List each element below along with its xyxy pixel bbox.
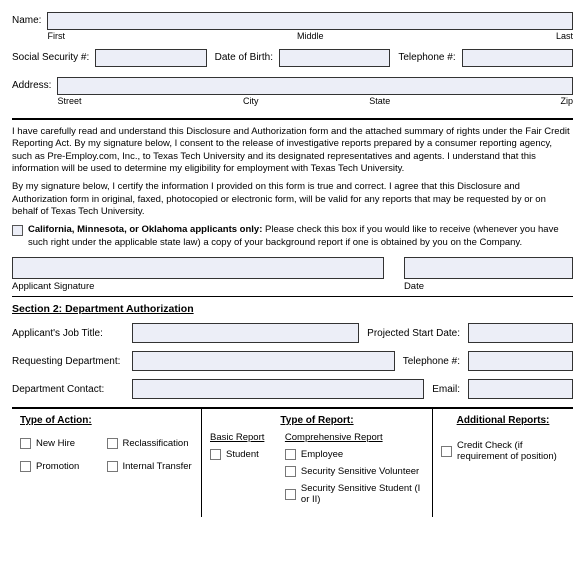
name-label: Name: [12,12,47,26]
name-field[interactable] [47,12,573,30]
job-title-field[interactable] [132,323,359,343]
promo-checkbox[interactable] [20,461,31,472]
dob-label: Date of Birth: [215,49,279,63]
promo-label: Promotion [36,461,79,472]
reclass-checkbox[interactable] [107,438,118,449]
name-sub-middle: Middle [223,31,398,41]
address-sub-street: Street [57,96,186,106]
email-field[interactable] [468,379,573,399]
job-title-label: Applicant's Job Title: [12,328,132,339]
tel-field[interactable] [462,49,573,67]
state-notice-bold: California, Minnesota, or Oklahoma appli… [28,224,262,235]
sss-label: Security Sensitive Student (I or II) [301,483,424,505]
date-label: Date [404,281,573,292]
tel2-field[interactable] [468,351,573,371]
credit-checkbox[interactable] [441,446,452,457]
address-sub-zip: Zip [444,96,573,106]
ssn-label: Social Security #: [12,49,95,63]
student-checkbox[interactable] [210,449,221,460]
state-notice-text: California, Minnesota, or Oklahoma appli… [28,224,573,249]
tel-label: Telephone #: [398,49,461,63]
ssv-checkbox[interactable] [285,466,296,477]
ssn-field[interactable] [95,49,206,67]
address-field[interactable] [57,77,573,95]
address-sub-state: State [315,96,444,106]
credit-label: Credit Check (if requirement of position… [457,440,565,462]
ssv-label: Security Sensitive Volunteer [301,466,419,477]
basic-report-header: Basic Report [210,432,285,443]
employee-checkbox[interactable] [285,449,296,460]
address-label: Address: [12,77,57,91]
dob-field[interactable] [279,49,390,67]
divider [12,296,573,297]
disclosure-para-2: By my signature below, I certify the inf… [12,181,573,218]
comp-report-header: Comprehensive Report [285,432,424,443]
name-sub-last: Last [398,31,573,41]
transfer-label: Internal Transfer [123,461,192,472]
newhire-checkbox[interactable] [20,438,31,449]
proj-start-label: Projected Start Date: [359,328,468,339]
name-sub-first: First [47,31,222,41]
report-header: Type of Report: [210,415,424,426]
address-sub-city: City [186,96,315,106]
tel2-label: Telephone #: [395,356,468,367]
signature-label: Applicant Signature [12,281,384,292]
add-reports-header: Additional Reports: [441,415,565,426]
req-dept-label: Requesting Department: [12,356,132,367]
divider [12,118,573,120]
date-field[interactable] [404,257,573,279]
employee-label: Employee [301,449,343,460]
transfer-checkbox[interactable] [107,461,118,472]
signature-field[interactable] [12,257,384,279]
proj-start-field[interactable] [468,323,573,343]
student-label: Student [226,449,259,460]
newhire-label: New Hire [36,438,75,449]
email-label: Email: [424,384,468,395]
dept-contact-label: Department Contact: [12,384,132,395]
disclosure-para-1: I have carefully read and understand thi… [12,126,573,175]
req-dept-field[interactable] [132,351,395,371]
sss-checkbox[interactable] [285,489,296,500]
state-notice-checkbox[interactable] [12,225,23,236]
dept-contact-field[interactable] [132,379,424,399]
reclass-label: Reclassification [123,438,189,449]
action-header: Type of Action: [20,415,193,426]
section-2-header: Section 2: Department Authorization [12,303,573,315]
